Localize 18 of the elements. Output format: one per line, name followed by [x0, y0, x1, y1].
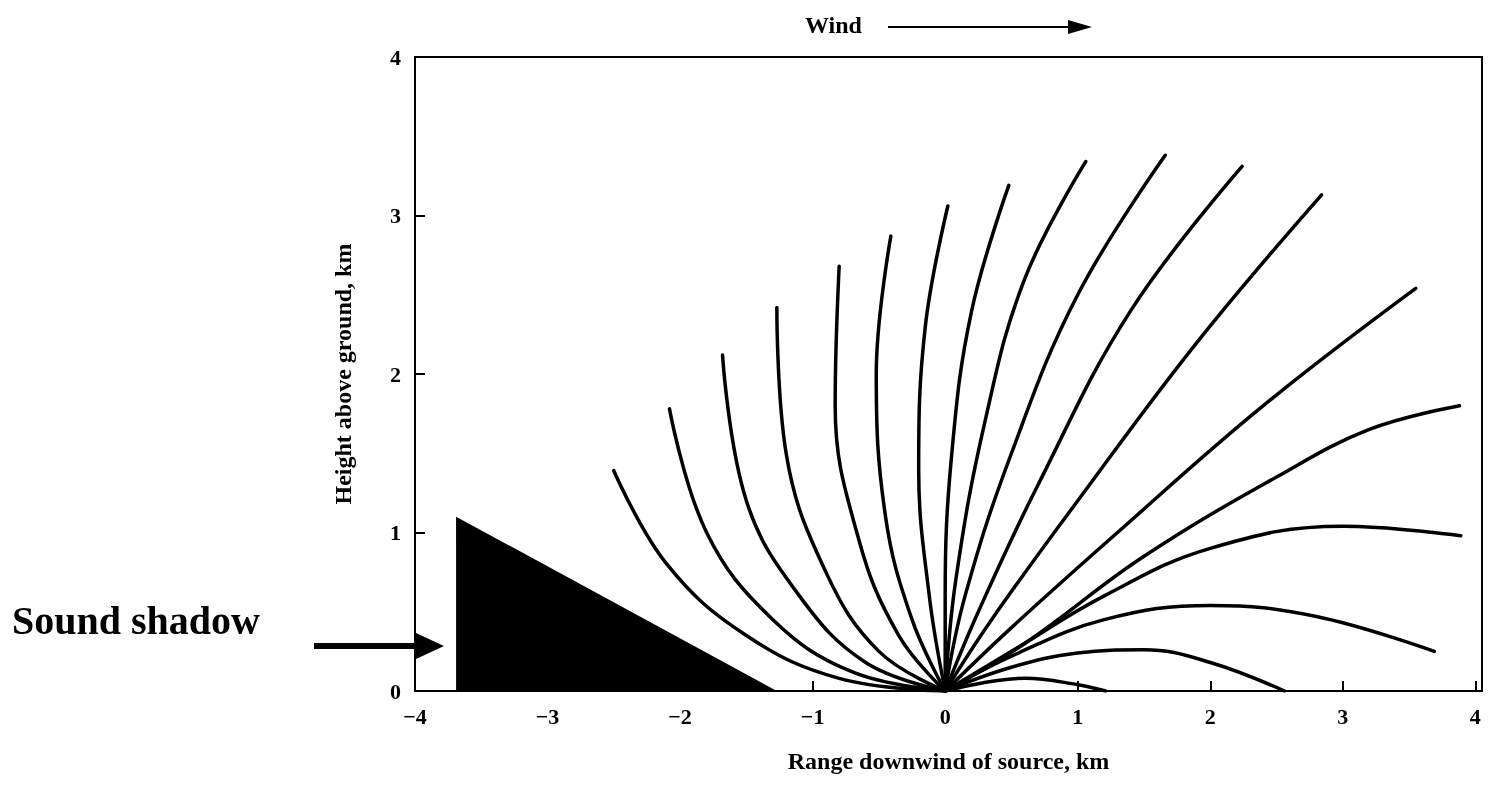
y-tick-label: 4	[390, 44, 401, 70]
x-tick-label: 3	[1337, 703, 1349, 729]
x-tick-label: −4	[403, 703, 427, 729]
y-tick-label: 1	[390, 520, 401, 545]
text: Sound shadow	[12, 597, 261, 643]
x-axis-title: Range downwind of source, km	[787, 748, 1110, 774]
y-axis-title: Height above ground, km	[330, 243, 356, 505]
y-tick-label: 2	[390, 361, 401, 387]
x-tick-label: 2	[1204, 703, 1216, 729]
y-tick-label: 0	[390, 678, 401, 704]
x-tick-label: 1	[1072, 703, 1084, 729]
x-tick-label: −3	[535, 703, 560, 729]
x-tick-label: 0	[939, 703, 951, 729]
chart-title: Wind	[805, 12, 863, 38]
x-tick-label: −2	[668, 703, 692, 729]
x-tick-label: −1	[800, 703, 825, 729]
y-tick-label: 3	[390, 203, 401, 228]
x-tick-label: 4	[1469, 703, 1481, 729]
